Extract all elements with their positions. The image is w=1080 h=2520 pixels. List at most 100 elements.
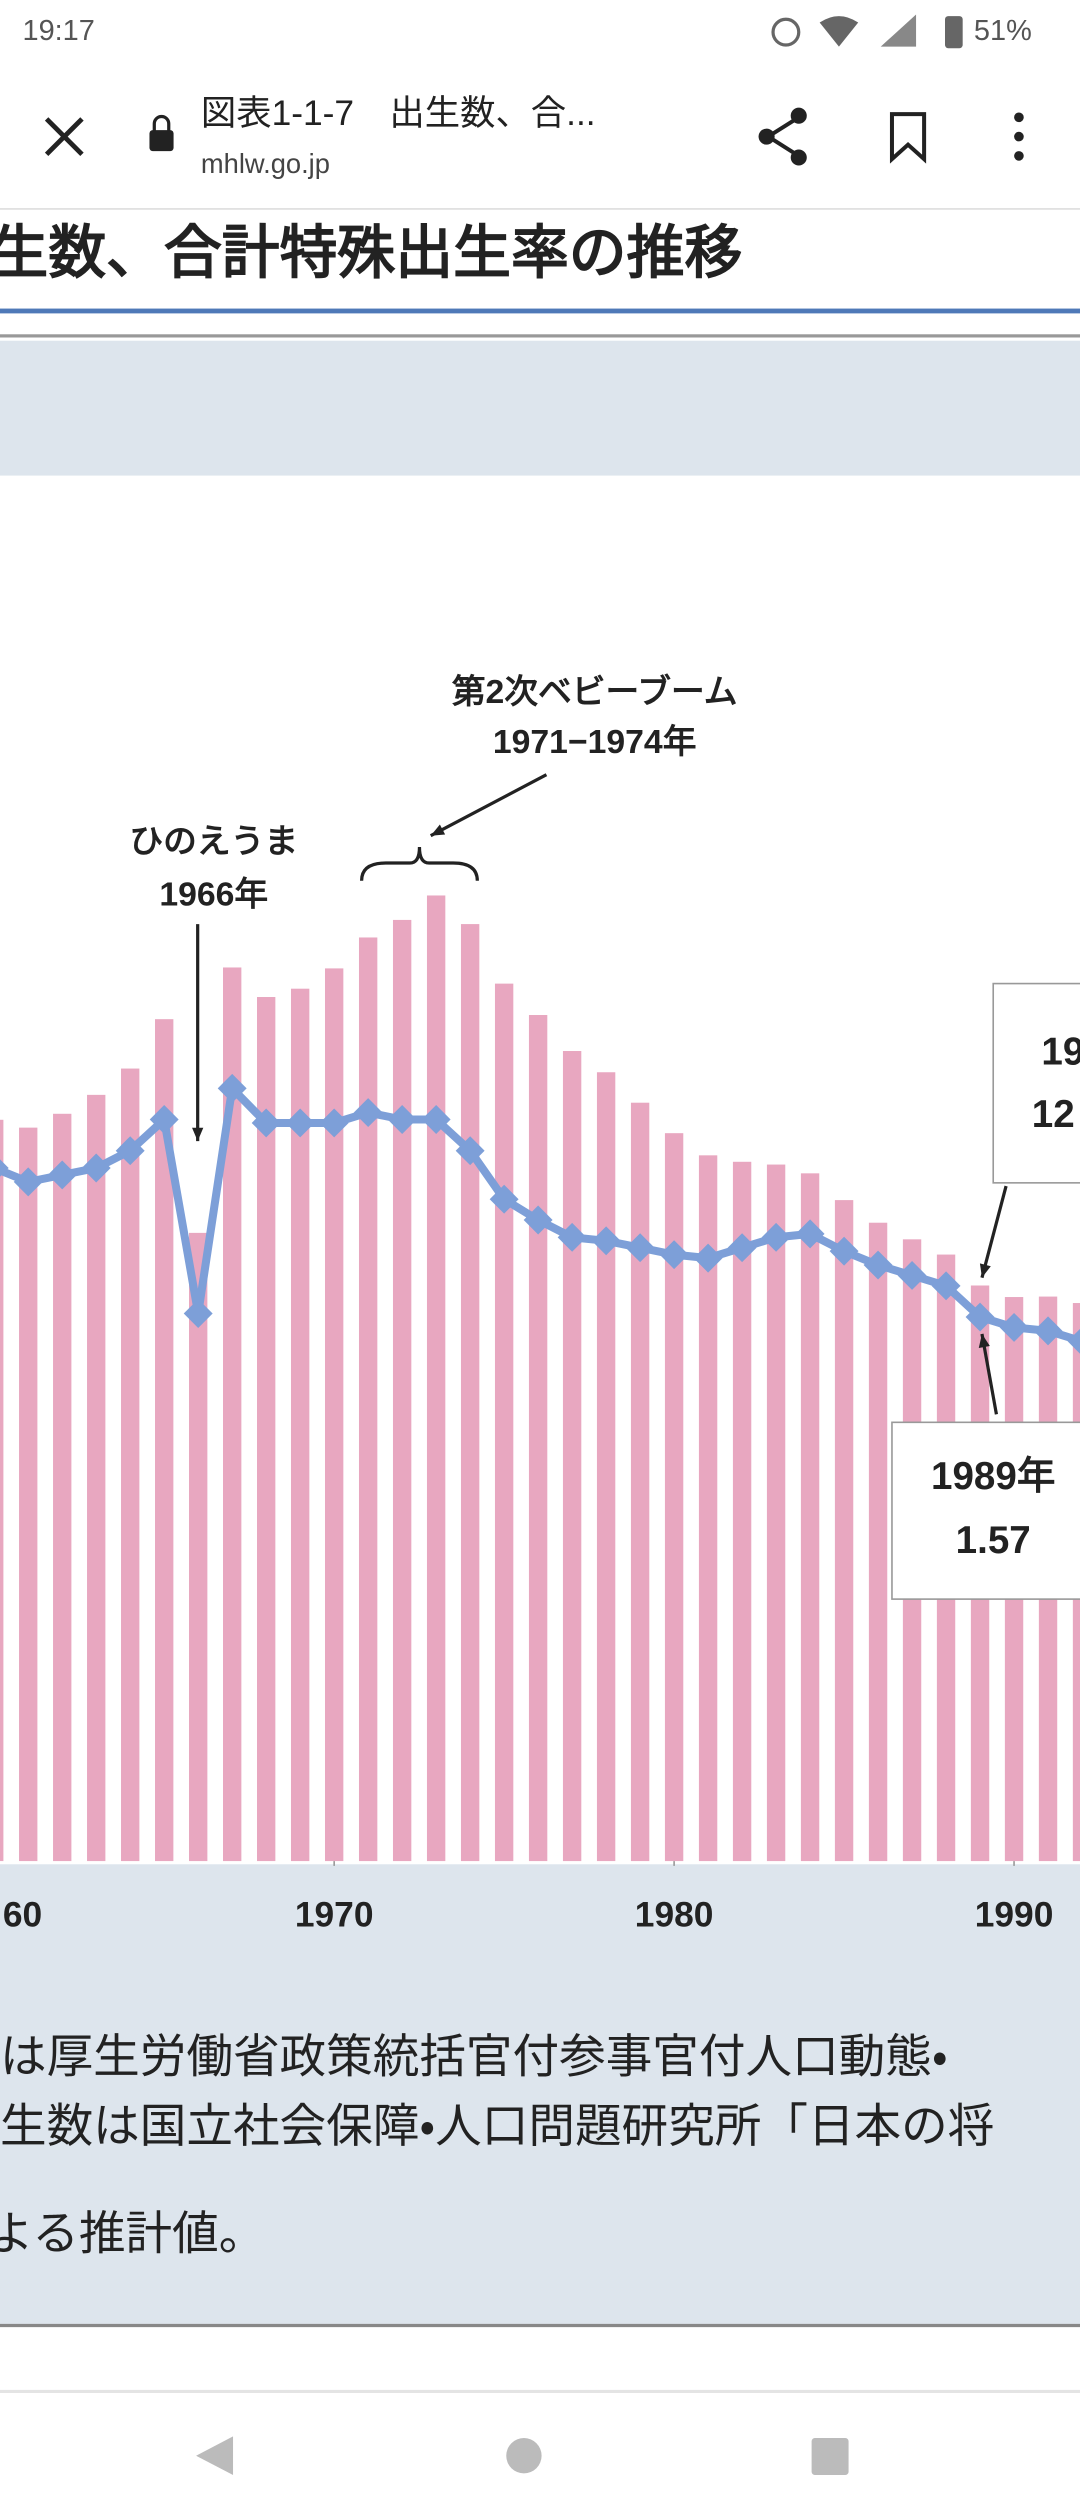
point xyxy=(965,1302,995,1332)
point xyxy=(897,1260,927,1290)
lock-icon xyxy=(149,130,174,152)
bar xyxy=(155,1019,174,1862)
battery-level: 51% xyxy=(974,15,1032,47)
bookmark-button[interactable] xyxy=(889,112,927,164)
back-button[interactable] xyxy=(196,2436,234,2475)
point xyxy=(319,1108,349,1138)
bar xyxy=(562,1051,582,1862)
bar xyxy=(426,895,446,1862)
close-button[interactable] xyxy=(44,117,84,156)
heading: 生数、合計特殊出生率の推移 xyxy=(0,221,742,285)
bar xyxy=(834,1200,854,1862)
note-line: よる推計値。 xyxy=(0,2207,265,2259)
page-domain[interactable]: mhlw.go.jp xyxy=(201,148,330,179)
annotation: 第2次ベビーブーム xyxy=(452,672,738,711)
arrow-head xyxy=(192,1127,204,1142)
point xyxy=(863,1250,893,1280)
brace xyxy=(360,846,479,881)
status-bar xyxy=(0,0,1080,65)
chart-footer-band xyxy=(0,1864,1080,2324)
note-line: 生数は国立社会保障・人口問題研究所「日本の将 xyxy=(0,2100,994,2152)
bar xyxy=(324,968,344,1862)
x-tick-label: 60 xyxy=(3,1896,42,1935)
point xyxy=(931,1271,961,1301)
point xyxy=(115,1136,145,1166)
menu-dot xyxy=(1014,112,1024,123)
annotation: 1966年 xyxy=(159,876,268,914)
annotation: 1989年 xyxy=(931,1455,1055,1498)
bar xyxy=(19,1127,38,1862)
point xyxy=(1033,1316,1063,1346)
point xyxy=(251,1108,281,1138)
share-button[interactable] xyxy=(758,107,807,166)
point xyxy=(761,1222,791,1252)
point xyxy=(795,1219,825,1249)
bar xyxy=(698,1155,718,1862)
chart-header-band xyxy=(0,340,1080,476)
recents-button[interactable] xyxy=(811,2438,849,2475)
point xyxy=(489,1184,519,1214)
bar xyxy=(868,1222,888,1862)
bar xyxy=(630,1102,650,1862)
clock: 19:17 xyxy=(23,15,95,47)
annotation: ひのえうま xyxy=(129,823,298,861)
bar xyxy=(290,988,310,1862)
point xyxy=(0,1159,9,1177)
share-dot xyxy=(790,149,807,166)
point xyxy=(217,1073,247,1103)
page-title[interactable]: 図表1-1-7 出生数、合... xyxy=(201,94,596,133)
bar xyxy=(664,1133,684,1862)
plot: 60 1970 1980 1990 xyxy=(0,895,1080,1935)
bar xyxy=(494,983,514,1862)
menu-button[interactable] xyxy=(1014,112,1024,161)
menu-dot xyxy=(1014,131,1024,142)
menu-dot xyxy=(1014,151,1024,161)
bar xyxy=(0,1119,4,1862)
bar xyxy=(121,1068,140,1862)
close-icon xyxy=(44,117,84,156)
annotation: 1.57 xyxy=(956,1519,1031,1562)
point xyxy=(387,1105,417,1134)
bar xyxy=(256,997,276,1862)
annotation: 19 xyxy=(1041,1030,1080,1073)
x-tick-label: 1990 xyxy=(975,1896,1054,1935)
arrow-head xyxy=(979,1263,991,1278)
point xyxy=(285,1108,315,1138)
wifi-icon xyxy=(819,16,859,47)
arrow-head xyxy=(430,824,446,836)
bar xyxy=(189,1232,208,1862)
bar xyxy=(732,1161,752,1862)
callout-box xyxy=(992,982,1080,1184)
annotation: 12 xyxy=(1032,1093,1075,1136)
arrow-head xyxy=(978,1333,990,1349)
point xyxy=(149,1105,179,1134)
bar xyxy=(528,1015,548,1862)
point xyxy=(829,1236,859,1266)
home-button[interactable] xyxy=(506,2438,542,2474)
point xyxy=(183,1299,213,1329)
point xyxy=(625,1233,655,1263)
bar xyxy=(766,1164,786,1862)
x-tick-label: 1970 xyxy=(295,1896,374,1935)
heading-rule-gray xyxy=(0,334,1080,338)
heading-rule xyxy=(0,308,1080,314)
point xyxy=(353,1098,383,1128)
note-line: は厚生労働省政策統括官付参事官付人口動態・ xyxy=(0,2031,948,2083)
bar xyxy=(358,937,378,1862)
point xyxy=(557,1222,587,1252)
alarm-icon xyxy=(771,17,801,47)
point xyxy=(523,1205,553,1235)
bar xyxy=(392,919,412,1862)
point xyxy=(1067,1328,1080,1354)
arrow-line xyxy=(429,773,548,838)
arrow-line xyxy=(980,1333,999,1415)
share-dot xyxy=(758,128,775,145)
battery-icon xyxy=(945,16,963,49)
callout-box xyxy=(891,1421,1080,1600)
share-dot xyxy=(790,107,807,124)
bar xyxy=(460,924,480,1862)
arrow-line xyxy=(980,1185,1008,1279)
